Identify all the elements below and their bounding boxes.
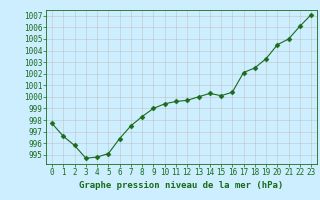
- X-axis label: Graphe pression niveau de la mer (hPa): Graphe pression niveau de la mer (hPa): [79, 181, 284, 190]
